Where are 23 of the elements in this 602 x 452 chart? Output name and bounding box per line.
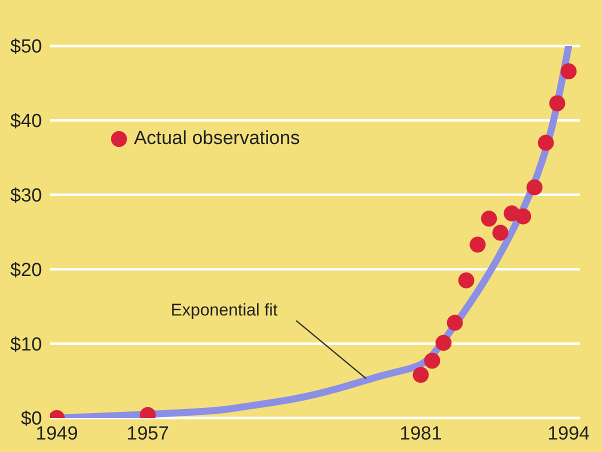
point: [412, 366, 429, 383]
y-tick-label: $20: [10, 260, 42, 281]
point: [470, 236, 486, 253]
y-tick-label: $30: [10, 186, 42, 207]
y-tick-label: $50: [10, 36, 42, 58]
point: [560, 63, 577, 80]
y-tick-label: $40: [10, 111, 42, 132]
point: [549, 95, 566, 112]
point: [515, 208, 532, 224]
x-tick-label: 1981: [400, 423, 442, 444]
annotation: Exponential fit: [170, 300, 278, 320]
point: [526, 179, 543, 196]
point: [538, 134, 554, 151]
point: [436, 334, 452, 351]
point: [458, 272, 474, 288]
point: [424, 352, 440, 369]
y-tick-label: $10: [10, 334, 42, 356]
x-tick-label: 1957: [126, 423, 169, 444]
point: [446, 314, 463, 331]
point: [492, 224, 508, 241]
x-tick-label: 1994: [547, 423, 590, 444]
legend-label: Actual observations: [134, 128, 300, 150]
point: [481, 210, 498, 227]
